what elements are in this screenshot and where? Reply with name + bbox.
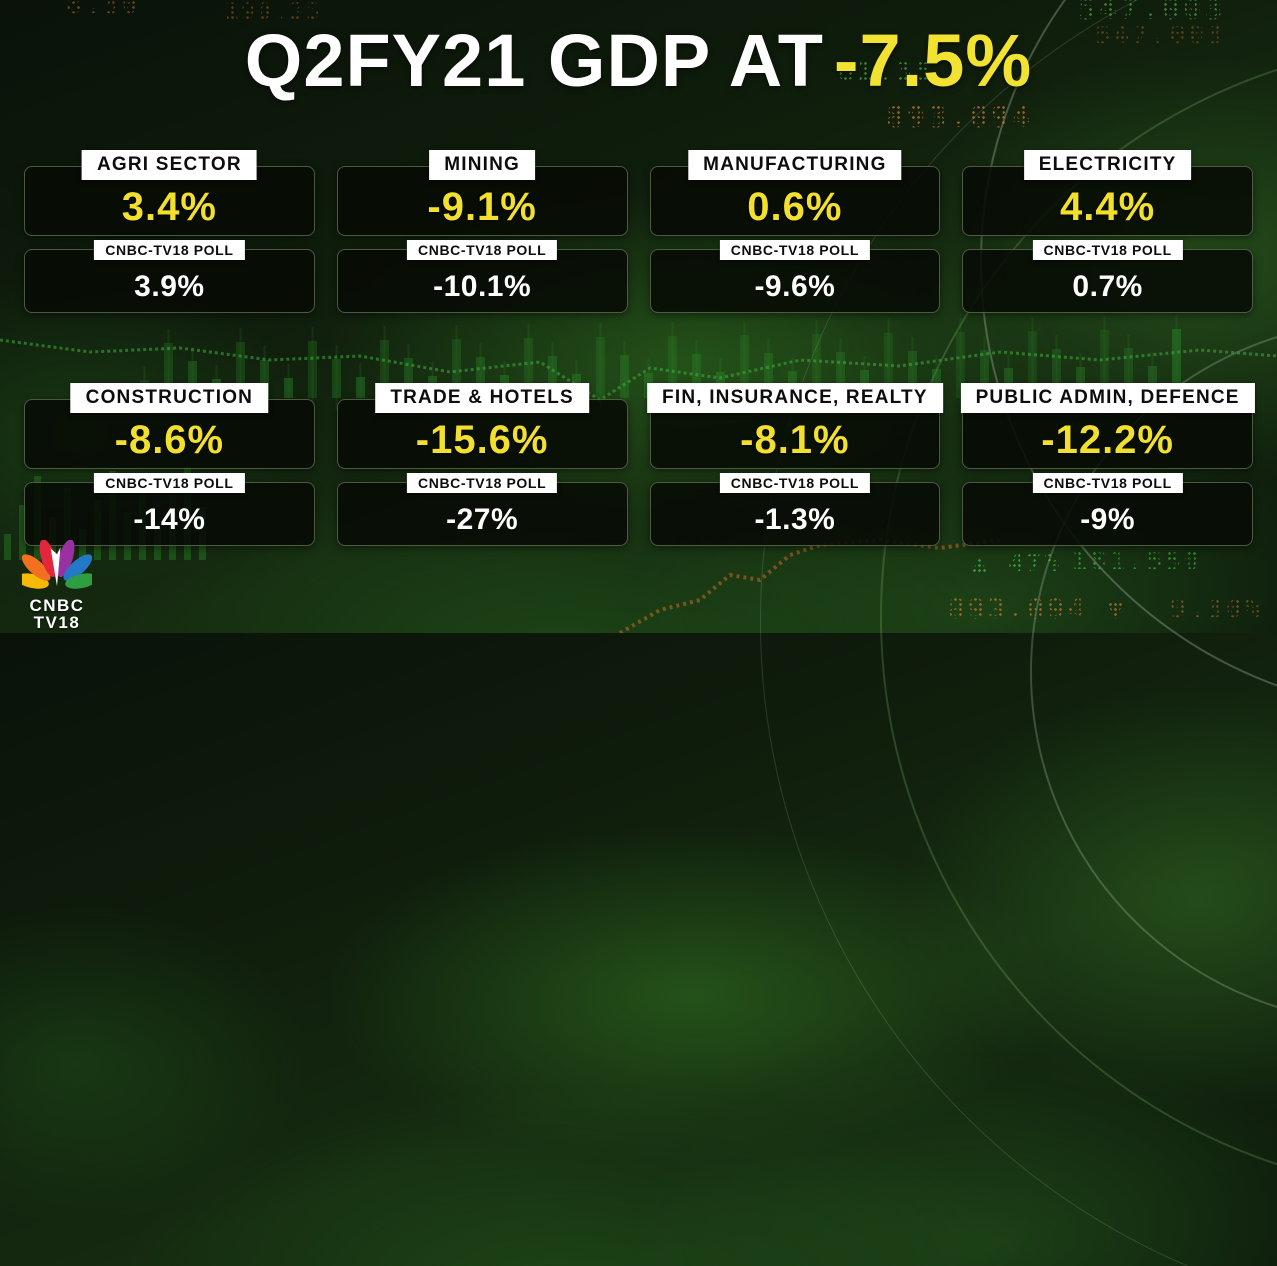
- poll-value: -9.6%: [754, 269, 836, 303]
- poll-value: -1.3%: [754, 502, 836, 536]
- title-highlight-value: -7.5%: [833, 19, 1033, 102]
- page-title: Q2FY21 GDP AT -7.5%: [0, 18, 1277, 103]
- sector-cards-row-2: CONSTRUCTION -8.6% CNBC-TV18 POLL -14% T…: [24, 383, 1255, 546]
- sector-name-label: TRADE & HOTELS: [375, 383, 589, 413]
- poll-source-label: CNBC-TV18 POLL: [94, 473, 245, 493]
- gdp-value: -8.1%: [740, 418, 850, 462]
- poll-value: 0.7%: [1072, 269, 1143, 303]
- poll-source-label: CNBC-TV18 POLL: [1032, 240, 1183, 260]
- sector-card: FIN, INSURANCE, REALTY -8.1% CNBC-TV18 P…: [647, 383, 943, 546]
- globe-arc: [980, 0, 1277, 714]
- sector-card: MANUFACTURING 0.6% CNBC-TV18 POLL -9.6%: [649, 150, 941, 313]
- gdp-value: -12.2%: [1041, 418, 1174, 462]
- ticker-number: 893.094: [886, 100, 1034, 135]
- ticker-number: 9.30%: [1170, 594, 1264, 624]
- gdp-value-box: 3.4%: [24, 166, 315, 236]
- sector-card: MINING -9.1% CNBC-TV18 POLL -10.1%: [336, 150, 628, 313]
- peacock-icon: [15, 539, 99, 589]
- sector-name-label: FIN, INSURANCE, REALTY: [647, 383, 943, 413]
- poll-value: -14%: [133, 502, 206, 536]
- poll-value: -27%: [446, 502, 519, 536]
- poll-source-label: CNBC-TV18 POLL: [94, 240, 245, 260]
- poll-source-label: CNBC-TV18 POLL: [719, 240, 870, 260]
- sector-card: AGRI SECTOR 3.4% CNBC-TV18 POLL 3.9%: [24, 150, 315, 313]
- poll-source-label: CNBC-TV18 POLL: [1032, 473, 1183, 493]
- gdp-value: 3.4%: [121, 185, 217, 229]
- poll-source-label: CNBC-TV18 POLL: [719, 473, 870, 493]
- sector-name-label: MANUFACTURING: [688, 150, 902, 180]
- sector-cards-row-1: AGRI SECTOR 3.4% CNBC-TV18 POLL 3.9% MIN…: [24, 150, 1253, 313]
- sector-name-label: AGRI SECTOR: [81, 150, 257, 180]
- sector-name-label: ELECTRICITY: [1023, 150, 1192, 180]
- poll-value: -9%: [1080, 502, 1136, 536]
- poll-value: -10.1%: [433, 269, 532, 303]
- sector-name-label: MINING: [429, 150, 536, 180]
- gdp-value: 0.6%: [747, 185, 843, 229]
- sector-card: CONSTRUCTION -8.6% CNBC-TV18 POLL -14%: [24, 383, 315, 546]
- sector-name-label: CONSTRUCTION: [70, 383, 269, 413]
- gdp-value: -15.6%: [415, 418, 549, 462]
- sector-card: ELECTRICITY 4.4% CNBC-TV18 POLL 0.7%: [962, 150, 1253, 313]
- sector-card: PUBLIC ADMIN, DEFENCE -12.2% CNBC-TV18 P…: [960, 383, 1255, 546]
- sector-name-label: PUBLIC ADMIN, DEFENCE: [960, 383, 1255, 413]
- ticker-number: 893.094 ▼: [948, 592, 1127, 625]
- sector-card: TRADE & HOTELS -15.6% CNBC-TV18 POLL -27…: [336, 383, 628, 546]
- logo-text-line1: CNBC: [29, 596, 85, 615]
- poll-source-label: CNBC-TV18 POLL: [407, 240, 558, 260]
- gdp-value: -9.1%: [427, 185, 537, 229]
- logo-text-line2: TV18: [33, 613, 81, 632]
- poll-value: 3.9%: [134, 269, 205, 303]
- ticker-number: ▲ 47%: [972, 548, 1063, 577]
- gdp-value: -8.6%: [114, 418, 225, 462]
- title-text: Q2FY21 GDP AT: [244, 19, 824, 102]
- gdp-value: 4.4%: [1060, 185, 1156, 229]
- cnbc-tv18-logo: CNBC TV18: [15, 539, 99, 632]
- ticker-number: 181.550: [1072, 546, 1203, 576]
- ticker-number: 8.30: [66, 0, 141, 20]
- poll-source-label: CNBC-TV18 POLL: [407, 473, 558, 493]
